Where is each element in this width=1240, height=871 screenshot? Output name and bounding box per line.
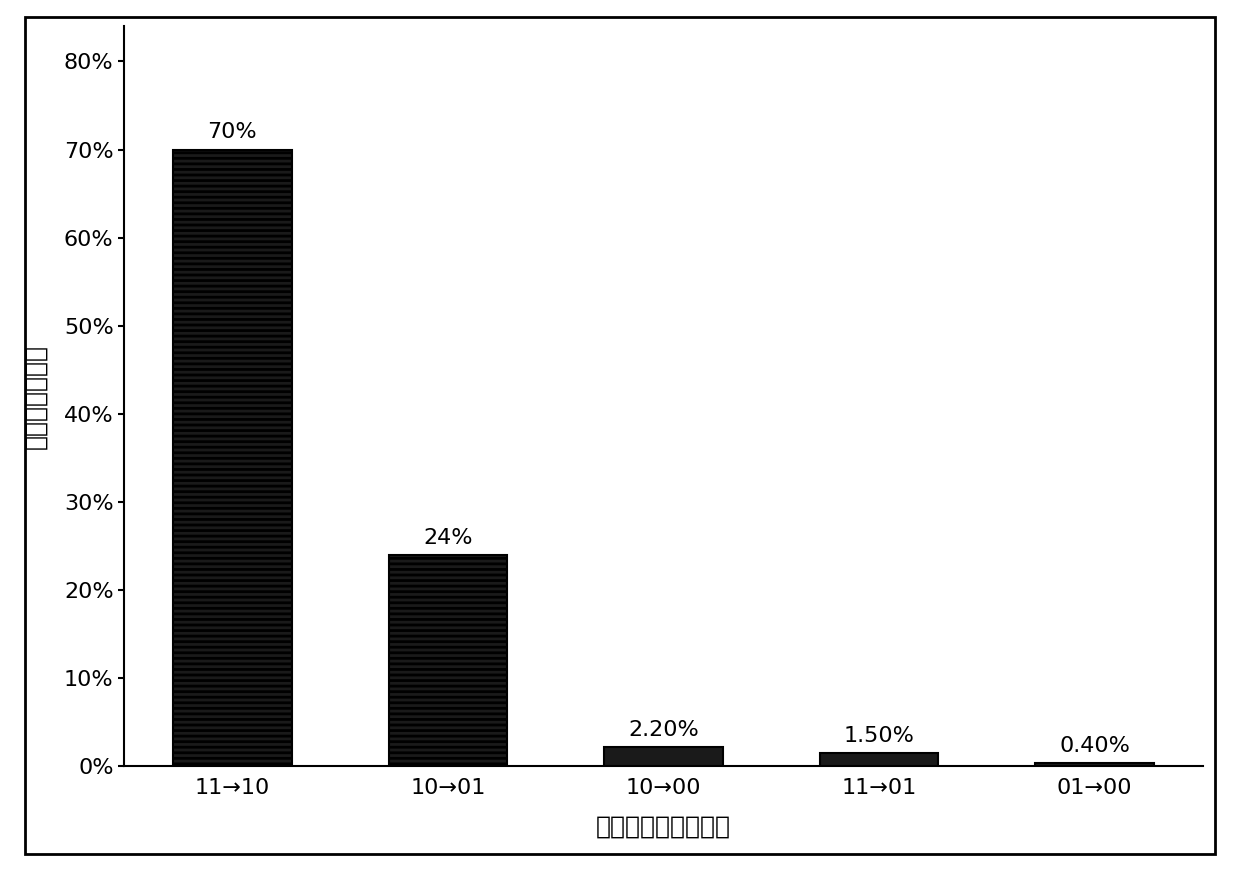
Bar [174,150,291,766]
Bar [604,747,723,766]
Bar [820,753,939,766]
Y-axis label: 错误转化百分比: 错误转化百分比 [24,344,47,449]
Text: 2.20%: 2.20% [627,720,699,740]
Bar [388,555,507,766]
X-axis label: 不同的错误转化方向: 不同的错误转化方向 [596,814,730,838]
Text: 0.40%: 0.40% [1059,736,1130,756]
Text: 70%: 70% [207,123,257,143]
Text: 24%: 24% [423,528,472,548]
Bar [1035,763,1153,766]
Text: 1.50%: 1.50% [843,726,914,746]
